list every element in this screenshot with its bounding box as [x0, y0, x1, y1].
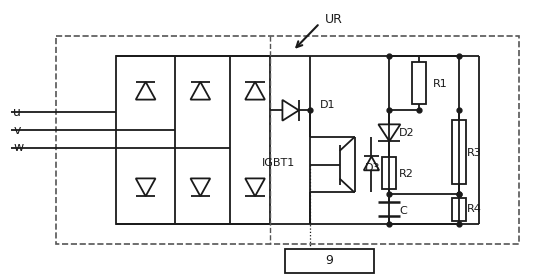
Text: 9: 9: [326, 254, 334, 267]
Bar: [452, 120, 466, 184]
Text: D2: D2: [399, 128, 415, 138]
Polygon shape: [190, 82, 210, 100]
Bar: [56, 36, 519, 244]
Text: R2: R2: [399, 169, 414, 179]
Bar: [285, 249, 374, 273]
Bar: [412, 62, 426, 104]
Text: v: v: [13, 123, 21, 137]
Text: C: C: [399, 206, 407, 216]
Polygon shape: [282, 100, 299, 121]
Polygon shape: [245, 82, 265, 100]
Text: D3: D3: [364, 163, 380, 173]
Text: R4: R4: [467, 204, 482, 214]
Polygon shape: [136, 82, 156, 100]
Text: UR: UR: [325, 13, 342, 26]
Text: D1: D1: [320, 100, 335, 110]
Text: w: w: [13, 141, 24, 155]
Polygon shape: [364, 157, 379, 170]
Polygon shape: [190, 178, 210, 196]
Bar: [383, 157, 396, 189]
Bar: [116, 56, 270, 224]
Polygon shape: [378, 124, 400, 141]
Text: IGBT1: IGBT1: [262, 158, 295, 168]
Text: R1: R1: [433, 79, 448, 88]
Polygon shape: [136, 178, 156, 196]
Text: R3: R3: [467, 148, 482, 158]
Polygon shape: [245, 178, 265, 196]
Text: u: u: [13, 106, 21, 119]
Bar: [452, 198, 466, 221]
